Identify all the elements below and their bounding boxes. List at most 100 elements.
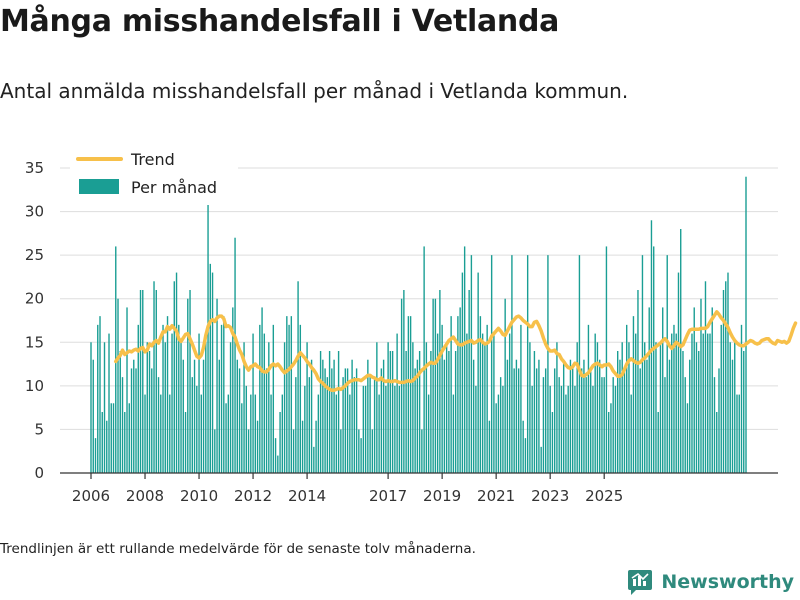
bar bbox=[463, 246, 466, 473]
bar bbox=[270, 394, 272, 473]
bar bbox=[346, 368, 349, 473]
bar bbox=[306, 342, 308, 473]
bar bbox=[574, 385, 576, 473]
bar bbox=[288, 324, 290, 473]
bar bbox=[191, 377, 193, 473]
bar bbox=[486, 324, 488, 473]
bar bbox=[232, 307, 234, 473]
brand-logo[interactable]: Newsworthy bbox=[627, 568, 794, 596]
bar bbox=[421, 429, 423, 473]
bar bbox=[146, 342, 148, 473]
bar bbox=[142, 290, 144, 473]
bar bbox=[220, 324, 223, 473]
bar bbox=[693, 307, 695, 473]
bar bbox=[108, 333, 110, 473]
bar bbox=[637, 290, 639, 473]
bar bbox=[139, 290, 142, 473]
legend-trend-label: Trend bbox=[130, 150, 175, 169]
bar bbox=[736, 394, 738, 473]
bar bbox=[92, 359, 94, 473]
bar bbox=[103, 342, 106, 473]
bar bbox=[364, 385, 367, 473]
bar bbox=[189, 290, 191, 473]
bar bbox=[319, 351, 322, 473]
bar bbox=[580, 368, 583, 473]
legend-bar-label: Per månad bbox=[131, 178, 217, 197]
bar bbox=[333, 359, 335, 473]
bar bbox=[743, 351, 745, 473]
bar bbox=[389, 351, 392, 473]
bar bbox=[200, 394, 202, 473]
footnote: Trendlinjen är ett rullande medelvärde f… bbox=[0, 541, 476, 557]
bar bbox=[682, 351, 684, 473]
bar bbox=[198, 333, 200, 473]
bar bbox=[376, 342, 378, 473]
bar bbox=[659, 342, 662, 473]
bar bbox=[664, 377, 666, 473]
bar bbox=[328, 351, 331, 473]
bar bbox=[335, 394, 338, 473]
bar bbox=[668, 359, 671, 473]
bar bbox=[382, 359, 385, 473]
bar bbox=[277, 455, 279, 473]
bar bbox=[133, 359, 135, 473]
bar bbox=[544, 368, 547, 473]
bar bbox=[738, 394, 740, 473]
bar bbox=[355, 368, 358, 473]
bar bbox=[245, 385, 248, 473]
bar bbox=[317, 394, 320, 473]
bar bbox=[673, 324, 675, 473]
bar bbox=[391, 351, 394, 473]
bar bbox=[223, 316, 225, 473]
bar bbox=[596, 342, 599, 473]
bar bbox=[268, 342, 270, 473]
bar bbox=[412, 342, 414, 473]
bar bbox=[371, 429, 374, 473]
bar bbox=[628, 342, 630, 473]
x-tick-label: 2023 bbox=[531, 487, 569, 505]
bar bbox=[394, 385, 396, 473]
bar bbox=[477, 272, 479, 473]
bar bbox=[286, 316, 288, 473]
bar bbox=[644, 342, 646, 473]
bar bbox=[520, 324, 522, 473]
bar bbox=[151, 368, 153, 473]
bar bbox=[540, 446, 542, 473]
bar bbox=[635, 333, 637, 473]
bar bbox=[121, 377, 124, 473]
bar bbox=[344, 368, 347, 473]
bar bbox=[587, 324, 590, 473]
bar bbox=[594, 333, 596, 473]
y-tick-label: 10 bbox=[25, 377, 44, 395]
bar bbox=[261, 307, 263, 473]
bar bbox=[704, 281, 707, 473]
bar bbox=[686, 403, 689, 473]
bar bbox=[130, 368, 133, 473]
bar bbox=[423, 246, 425, 473]
bar bbox=[178, 324, 180, 473]
bar bbox=[385, 385, 387, 473]
x-tick-label: 2014 bbox=[288, 487, 326, 505]
bar bbox=[193, 359, 196, 473]
bar bbox=[585, 377, 587, 473]
bar bbox=[619, 359, 621, 473]
bar bbox=[468, 290, 470, 473]
bar bbox=[436, 333, 439, 473]
bar bbox=[247, 429, 250, 473]
x-tick-label: 2025 bbox=[585, 487, 623, 505]
bar bbox=[214, 429, 216, 473]
bar bbox=[562, 359, 565, 473]
bar bbox=[506, 359, 509, 473]
bar bbox=[380, 368, 383, 473]
bar bbox=[304, 385, 306, 473]
bar bbox=[488, 420, 491, 473]
bar bbox=[202, 359, 205, 473]
bar bbox=[538, 359, 540, 473]
bar bbox=[342, 377, 344, 473]
bar bbox=[398, 385, 401, 473]
bar bbox=[725, 281, 727, 473]
bar bbox=[529, 342, 531, 473]
bar bbox=[522, 420, 524, 473]
bar bbox=[353, 377, 356, 473]
bar bbox=[218, 359, 220, 473]
